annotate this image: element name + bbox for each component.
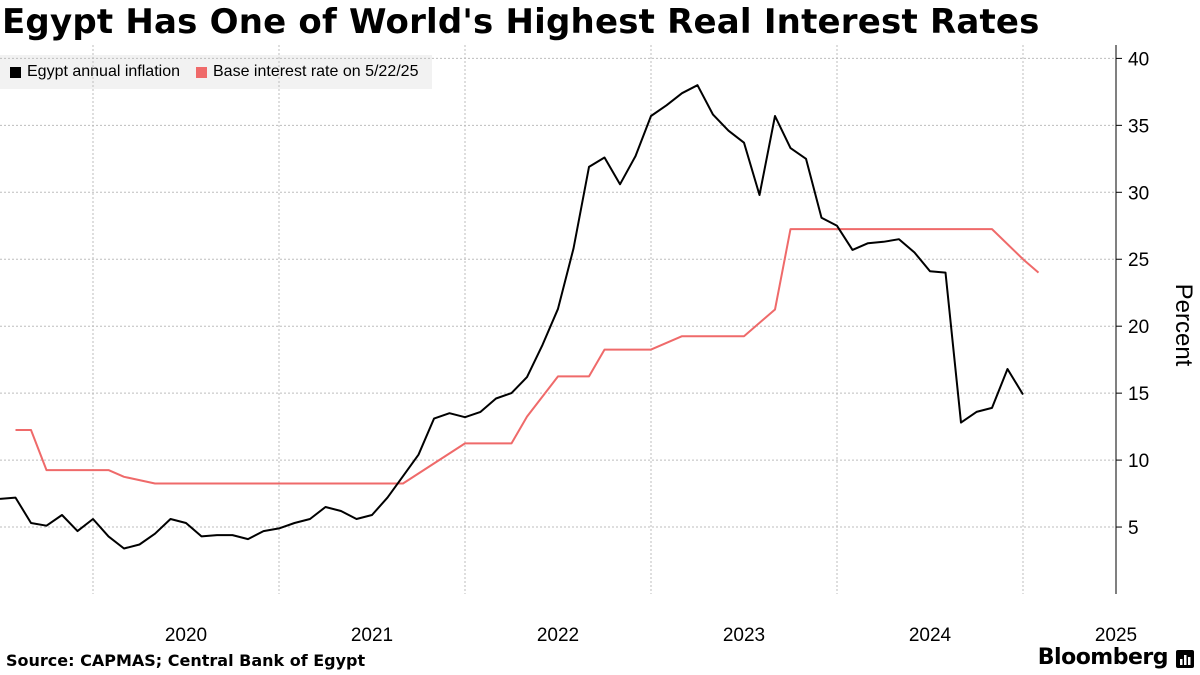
legend-label-interest-rate: Base interest rate on 5/22/25 [213,63,419,80]
y-tick-label: 15 [1128,384,1149,405]
y-tick-label: 40 [1128,49,1149,70]
y-axis-label: Percent [1170,284,1197,367]
bloomberg-logo: Bloomberg [1037,645,1169,670]
legend-swatch-interest-rate [196,66,207,78]
x-tick-label: 2023 [723,625,765,646]
legend-swatch-inflation [10,66,21,78]
bloomberg-chart-icon [1176,650,1194,668]
y-tick-label: 35 [1128,116,1149,137]
source-note: Source: CAPMAS; Central Bank of Egypt [6,651,366,670]
y-tick-label: 20 [1128,317,1149,338]
y-tick-label: 10 [1128,451,1149,472]
x-tick-label: 2025 [1095,625,1137,646]
y-tick-label: 5 [1128,518,1139,539]
chart-title: Egypt Has One of World's Highest Real In… [2,2,1040,42]
x-tick-label: 2024 [909,625,952,646]
y-tick-label: 30 [1128,183,1149,204]
legend: Egypt annual inflation Base interest rat… [0,55,433,89]
legend-label-inflation: Egypt annual inflation [27,63,180,80]
y-tick-label: 25 [1128,250,1149,271]
series-line-inflation [0,84,1024,550]
legend-item-inflation: Egypt annual inflation [10,63,180,81]
series-line-interest-rate [15,228,1040,485]
x-tick-label: 2020 [165,625,207,646]
legend-item-interest-rate: Base interest rate on 5/22/25 [196,63,418,81]
x-tick-label: 2022 [537,625,579,646]
x-tick-label: 2021 [351,625,393,646]
